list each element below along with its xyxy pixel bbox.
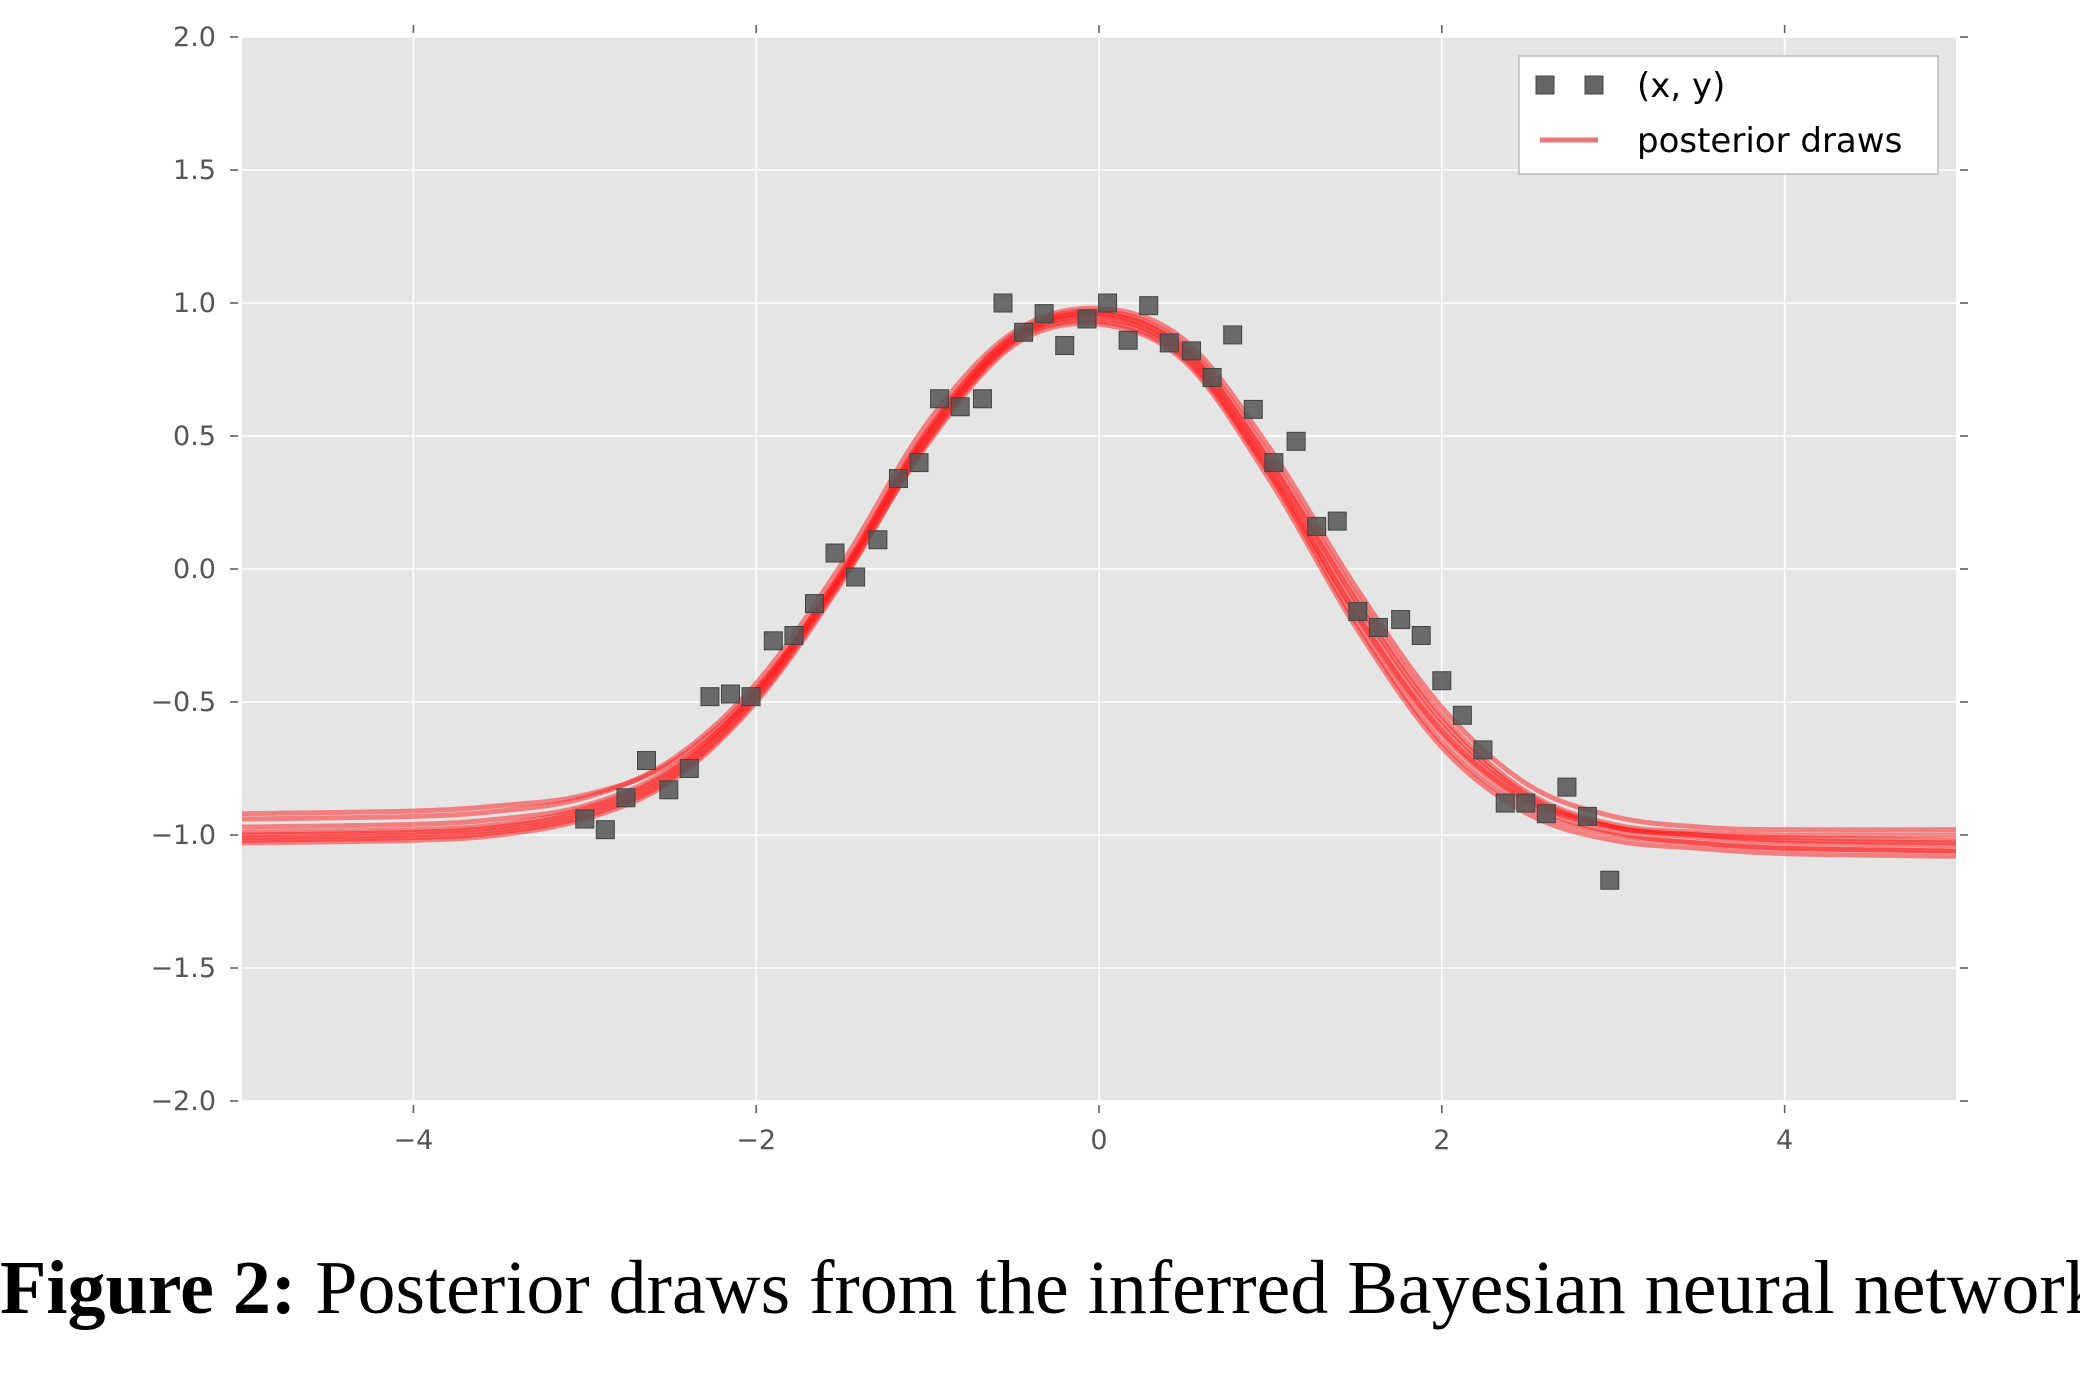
- y-tick-label: −2.0: [150, 1086, 216, 1117]
- data-point: [763, 631, 783, 651]
- caption-text: Posterior draws from the inferred Bayesi…: [315, 1246, 2080, 1330]
- data-point: [741, 687, 761, 707]
- y-tick-label: 0.5: [173, 421, 216, 452]
- legend-marker-square: [1584, 75, 1604, 95]
- x-tick-label: 0: [1090, 1125, 1107, 1156]
- data-point: [868, 530, 888, 550]
- data-point: [1411, 626, 1431, 645]
- data-point: [659, 780, 679, 800]
- data-point: [950, 397, 970, 417]
- y-tick-label: 0.0: [173, 554, 216, 585]
- data-point: [1286, 431, 1306, 451]
- data-point: [1516, 793, 1536, 813]
- data-point: [1077, 309, 1097, 329]
- legend-label-points: (x, y): [1637, 66, 1725, 106]
- y-tick-label: 1.5: [173, 155, 216, 186]
- data-point: [1159, 333, 1179, 353]
- y-tick-label: −1.5: [150, 953, 216, 984]
- data-point: [1034, 304, 1054, 324]
- data-point: [909, 453, 929, 473]
- posterior-draw-line: [242, 310, 1956, 849]
- data-point: [1495, 793, 1515, 813]
- data-point: [1577, 806, 1597, 826]
- data-point: [1473, 740, 1493, 760]
- data-point: [1223, 325, 1243, 345]
- data-point: [825, 543, 845, 563]
- data-point: [1243, 399, 1263, 419]
- gridlines: [242, 36, 1956, 1102]
- data-point: [804, 594, 824, 614]
- data-point: [930, 389, 950, 409]
- data-point: [1014, 322, 1034, 342]
- data-point: [1452, 705, 1472, 725]
- x-tick-label: 2: [1433, 1125, 1450, 1156]
- data-point: [1264, 453, 1284, 473]
- y-tick-label: 2.0: [173, 22, 216, 53]
- legend-marker-square: [1535, 75, 1555, 95]
- data-point: [679, 759, 699, 778]
- data-point: [1182, 341, 1202, 361]
- y-tick-label: −1.0: [150, 820, 216, 851]
- y-tick-label: 1.0: [173, 288, 216, 319]
- data-point: [637, 751, 657, 771]
- data-points: [575, 293, 1620, 890]
- data-point: [1432, 671, 1452, 691]
- data-point: [1368, 618, 1388, 638]
- data-point: [1391, 610, 1411, 630]
- data-point: [1536, 804, 1556, 824]
- data-point: [993, 293, 1013, 313]
- data-point: [1327, 511, 1347, 531]
- data-point: [972, 389, 992, 409]
- data-point: [1202, 367, 1222, 387]
- x-tick-label: −4: [393, 1125, 433, 1156]
- legend: (x, y) posterior draws: [1518, 55, 1939, 175]
- x-tick-label: 4: [1776, 1125, 1793, 1156]
- data-point: [1139, 296, 1159, 316]
- data-point: [616, 788, 636, 808]
- axis-ticks: −4 −2 0 2 4 2.0 1.5 1.0 0.5 0.0 −0.5 −1.0 −1.5 −2.0: [150, 22, 1968, 1156]
- data-point: [700, 687, 720, 707]
- data-point: [846, 567, 866, 587]
- figure-caption: Figure 2: Posterior draws from the infer…: [0, 1245, 2080, 1332]
- data-point: [1098, 293, 1118, 313]
- data-point: [1055, 336, 1075, 356]
- data-point: [720, 684, 740, 704]
- data-point: [1600, 870, 1620, 890]
- legend-label-draws: posterior draws: [1637, 121, 1902, 161]
- data-point: [1118, 330, 1138, 350]
- data-point: [1557, 777, 1577, 797]
- y-tick-label: −0.5: [150, 687, 216, 718]
- data-point: [595, 820, 615, 840]
- data-point: [1307, 516, 1327, 536]
- data-point: [1348, 602, 1368, 622]
- caption-label: Figure 2:: [0, 1246, 297, 1330]
- data-point: [888, 469, 908, 489]
- data-point: [575, 809, 595, 829]
- x-tick-label: −2: [736, 1125, 776, 1156]
- data-point: [784, 626, 804, 645]
